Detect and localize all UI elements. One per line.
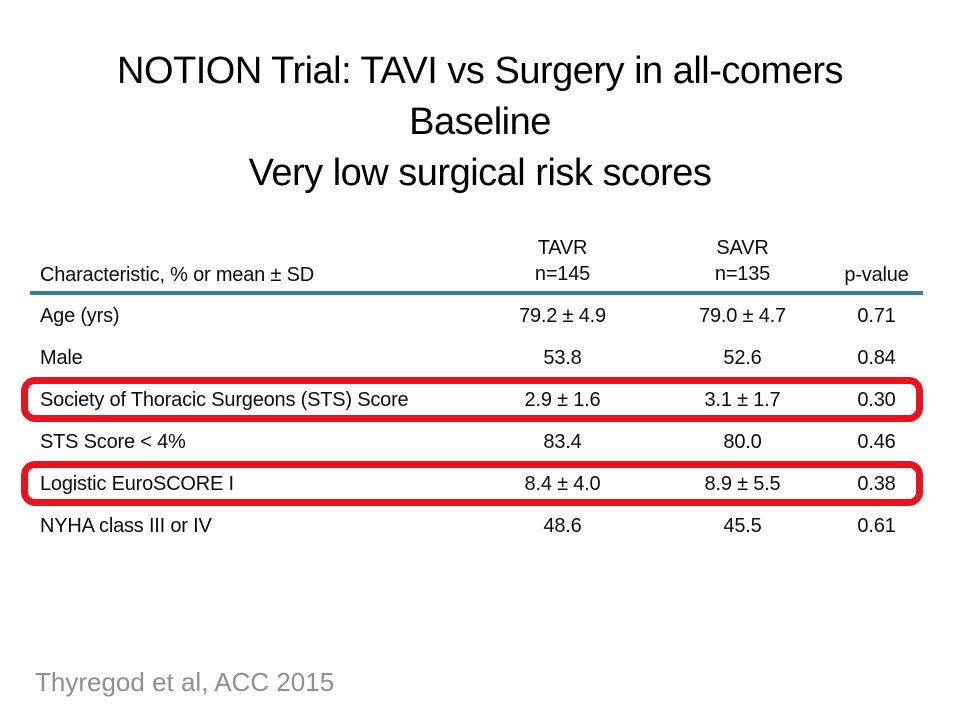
table-row-male: Male 53.8 52.6 0.84 — [30, 337, 923, 379]
header-tavr-name: TAVR — [537, 237, 588, 259]
table-header-row: Characteristic, % or mean ± SD TAVR n=14… — [30, 223, 923, 295]
cell-label: STS Score < 4% — [40, 430, 186, 453]
cell-savr: 3.1 ± 1.7 — [704, 388, 781, 411]
cell-tavr: 8.4 ± 4.0 — [524, 472, 601, 495]
slide-title: NOTION Trial: TAVI vs Surgery in all-com… — [0, 46, 960, 199]
cell-savr: 45.5 — [723, 514, 762, 537]
header-tavr: TAVR n=145 — [470, 235, 655, 289]
header-savr: SAVR n=135 — [655, 235, 830, 289]
cell-label: Age (yrs) — [40, 304, 120, 327]
header-savr-n: n=135 — [714, 263, 771, 285]
slide-title-line1: NOTION Trial: TAVI vs Surgery in all-com… — [117, 50, 843, 92]
table-row-euroscore: Logistic EuroSCORE I 8.4 ± 4.0 8.9 ± 5.5… — [30, 463, 923, 505]
cell-tavr: 48.6 — [543, 514, 582, 537]
cell-label: Logistic EuroSCORE I — [40, 472, 234, 495]
cell-savr: 8.9 ± 5.5 — [704, 472, 781, 495]
cell-pvalue: 0.61 — [857, 514, 896, 537]
cell-tavr: 83.4 — [543, 430, 582, 453]
cell-label: Male — [40, 346, 83, 369]
cell-tavr: 79.2 ± 4.9 — [519, 304, 606, 327]
header-savr-name: SAVR — [716, 237, 769, 259]
cell-label: NYHA class III or IV — [40, 514, 212, 537]
header-characteristic: Characteristic, % or mean ± SD — [40, 264, 314, 286]
cell-pvalue: 0.84 — [857, 346, 896, 369]
header-tavr-n: n=145 — [534, 263, 591, 285]
slide-title-line3: Very low surgical risk scores — [248, 152, 712, 194]
cell-pvalue: 0.38 — [857, 472, 896, 495]
cell-savr: 52.6 — [723, 346, 762, 369]
table-row-sts-lt4: STS Score < 4% 83.4 80.0 0.46 — [30, 421, 923, 463]
table-row-sts-score: Society of Thoracic Surgeons (STS) Score… — [30, 379, 923, 421]
header-pvalue: p-value — [844, 264, 909, 286]
baseline-table: Characteristic, % or mean ± SD TAVR n=14… — [30, 223, 923, 547]
table-row-nyha: NYHA class III or IV 48.6 45.5 0.61 — [30, 505, 923, 547]
cell-tavr: 2.9 ± 1.6 — [524, 388, 601, 411]
cell-savr: 79.0 ± 4.7 — [699, 304, 786, 327]
table-row-age: Age (yrs) 79.2 ± 4.9 79.0 ± 4.7 0.71 — [30, 295, 923, 337]
cell-pvalue: 0.71 — [857, 304, 896, 327]
cell-pvalue: 0.30 — [857, 388, 896, 411]
citation-text: Thyregod et al, ACC 2015 — [35, 667, 335, 697]
cell-tavr: 53.8 — [543, 346, 582, 369]
cell-label: Society of Thoracic Surgeons (STS) Score — [40, 388, 409, 411]
slide-title-line2: Baseline — [409, 101, 551, 143]
cell-pvalue: 0.46 — [857, 430, 896, 453]
cell-savr: 80.0 — [723, 430, 762, 453]
